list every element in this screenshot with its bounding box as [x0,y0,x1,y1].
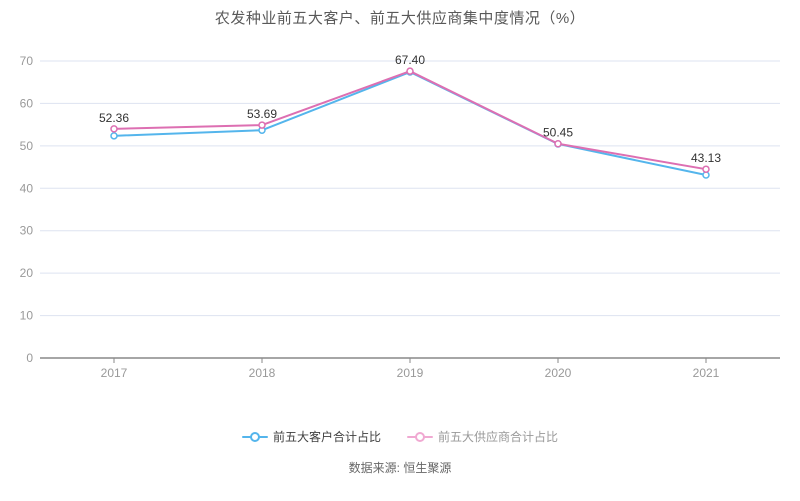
legend-series-marker-icon [407,431,433,443]
y-axis-label: 10 [20,309,34,323]
data-point-marker [406,67,414,75]
legend-label: 前五大客户合计占比 [272,430,381,444]
x-axis-label: 2017 [101,366,128,380]
series-line-0 [113,71,707,177]
chart-title: 农发种业前五大客户、前五大供应商集中度情况（%） [214,10,586,27]
legend-item[interactable]: 前五大客户合计占比 [241,429,381,445]
data-point-marker [110,132,118,140]
line-chart-plot: 0 10 20 30 40 50 60 70 2017 2018 2019 2020 2021 52.36… [20,53,780,380]
data-point-marker [554,139,562,148]
data-point-label: 52.36 [99,111,129,125]
series-line-1 [113,70,707,171]
data-point-label: 43.13 [691,151,721,165]
y-axis-label: 60 [20,96,34,110]
x-axis-label: 2021 [693,366,720,380]
y-axis-label: 20 [20,266,34,280]
data-point-marker [702,165,710,173]
data-point-marker [110,125,118,133]
x-axis-label: 2018 [249,366,276,380]
data-point-label: 50.45 [543,126,573,140]
y-axis-label: 50 [20,139,34,153]
data-point-label: 53.69 [247,107,277,121]
data-source: 数据来源: 恒生聚源 [348,461,452,475]
x-axis-label: 2019 [397,366,424,380]
data-point-marker [258,121,266,129]
y-axis-label: 30 [20,224,34,238]
y-axis-label: 0 [26,351,33,365]
legend-label: 前五大供应商合计占比 [438,430,559,444]
y-axis-label: 40 [20,181,34,195]
legend-item[interactable]: 前五大供应商合计占比 [407,429,558,445]
data-point-label: 67.40 [395,53,425,67]
legend-series-marker-icon [241,431,268,443]
x-axis-label: 2020 [545,366,572,380]
y-axis-label: 70 [20,54,34,68]
chart-legend: 前五大客户合计占比 前五大供应商合计占比 [0,429,800,445]
